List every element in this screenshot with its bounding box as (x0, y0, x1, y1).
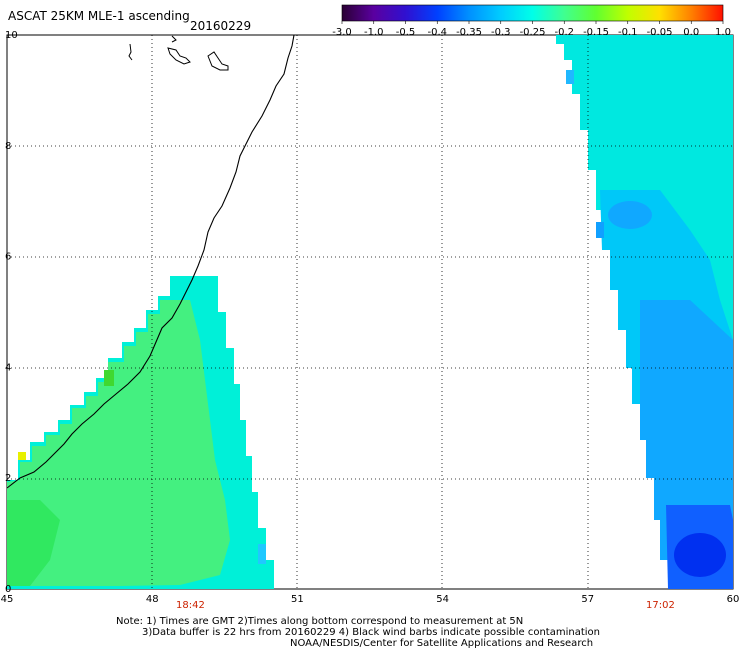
left-swath-green-cell (104, 370, 114, 386)
y-tick-label: 0 (5, 584, 11, 595)
islands (128, 35, 229, 71)
colorbar-label: 1.0 (715, 27, 731, 38)
left-swath-bright-green (7, 500, 60, 586)
x-tick-label: 57 (581, 594, 594, 605)
colorbar-label: -0.1 (618, 27, 638, 38)
footnote-line-2: 3)Data buffer is 22 hrs from 20160229 4)… (142, 627, 600, 638)
island-2 (167, 47, 191, 65)
x-tick-label: 45 (1, 594, 14, 605)
colorbar-label: -0.4 (427, 27, 447, 38)
colorbar-label: -3.0 (332, 27, 352, 38)
y-tick-label: 6 (5, 252, 11, 263)
colorbar (341, 4, 724, 22)
left-swath-green (7, 300, 230, 586)
colorbar-label: -0.35 (456, 27, 482, 38)
colorbar-label: -0.2 (554, 27, 574, 38)
right-swath-edge-cell-2 (596, 222, 604, 238)
x-tick-label: 60 (727, 594, 740, 605)
x-tick-label: 54 (436, 594, 449, 605)
colorbar-label: -0.15 (583, 27, 609, 38)
coastline (6, 34, 295, 489)
pass-time-left: 18:42 (176, 600, 205, 611)
colorbar-label: -0.05 (647, 27, 673, 38)
y-tick-labels: 0 2 4 6 8 10 (5, 30, 18, 595)
y-tick-label: 10 (5, 30, 18, 41)
right-swath-patch (608, 201, 652, 229)
y-tick-label: 2 (5, 473, 11, 484)
colorbar-labels: -3.0 -1.0 -0.5 -0.4 -0.35 -0.3 -0.25 -0.2 -0.15-… (332, 21, 731, 38)
map-title: ASCAT 25KM MLE-1 ascending (8, 9, 190, 23)
y-tick-label: 4 (5, 362, 11, 373)
colorbar-gradient (341, 4, 724, 22)
grid (7, 35, 733, 589)
colorbar-label: -0.5 (396, 27, 416, 38)
island-3 (171, 35, 177, 43)
footnote-line-3: NOAA/NESDIS/Center for Satellite Applica… (290, 638, 594, 649)
y-tick-label: 8 (5, 141, 11, 152)
colorbar-label: -0.25 (520, 27, 546, 38)
right-swath-edge-cell (566, 70, 574, 84)
colorbar-label: -0.3 (491, 27, 511, 38)
island-4 (207, 51, 229, 71)
right-swath (556, 35, 733, 589)
pass-time-right: 17:02 (646, 600, 675, 611)
left-swath (7, 276, 274, 589)
footnote-line-1: Note: 1) Times are GMT 2)Times along bot… (116, 616, 524, 627)
x-tick-label: 48 (146, 594, 159, 605)
left-swath-yellow-cell (18, 452, 26, 460)
island-1 (128, 43, 133, 61)
colorbar-label: 0.0 (683, 27, 699, 38)
x-tick-labels: 45 48 51 54 57 60 (1, 594, 740, 605)
left-swath-blue-cell (258, 544, 266, 564)
x-tick-label: 51 (291, 594, 304, 605)
right-swath-core (674, 533, 726, 577)
colorbar-label: -1.0 (364, 27, 384, 38)
map-date: 20160229 (190, 19, 252, 33)
